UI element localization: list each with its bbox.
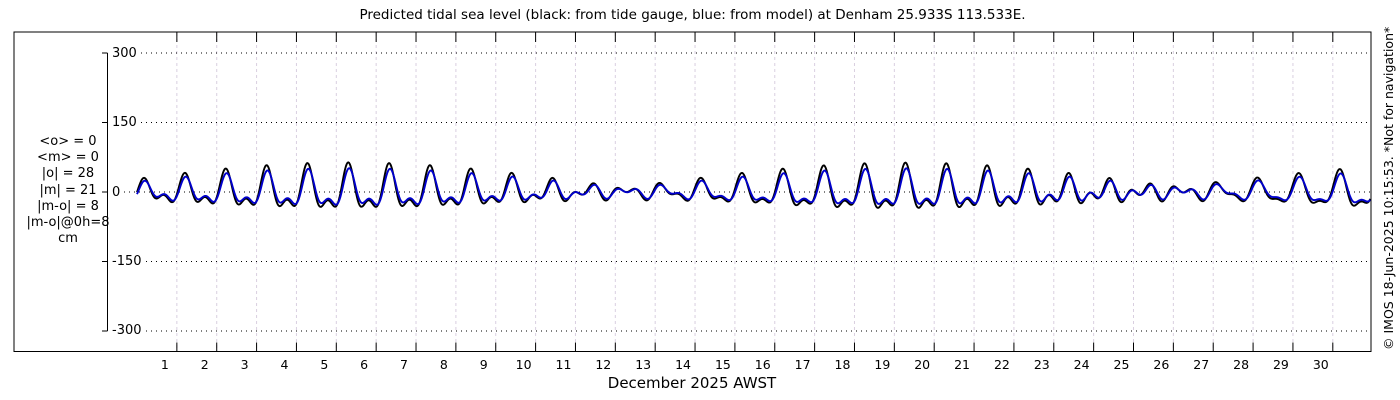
plot-frame bbox=[13, 31, 1372, 352]
x-tick-label: 30 bbox=[1312, 357, 1329, 372]
x-tick-label: 5 bbox=[320, 357, 329, 372]
stats-line: <m> = 0 bbox=[37, 150, 99, 166]
x-tick-label: 14 bbox=[675, 357, 691, 372]
x-tick-label: 28 bbox=[1233, 357, 1250, 372]
x-tick-label: 25 bbox=[1113, 357, 1130, 372]
x-tick-label: 17 bbox=[794, 357, 811, 372]
stats-block: <o> = 0 <m> = 0 |o| = 28 |m| = 21 |m-o| = 8 |… bbox=[12, 134, 124, 247]
y-tick-label: -150 bbox=[112, 253, 142, 269]
x-tick-label: 2 bbox=[200, 357, 209, 372]
x-tick-label: 11 bbox=[555, 357, 572, 372]
stats-line: |m-o| = 8 bbox=[37, 198, 99, 214]
chart-title: Predicted tidal sea level (black: from t… bbox=[359, 7, 1026, 23]
x-tick-label: 20 bbox=[914, 357, 931, 372]
x-tick-label: 21 bbox=[954, 357, 970, 372]
y-tick-label: 300 bbox=[112, 45, 137, 61]
x-tick-label: 10 bbox=[515, 357, 532, 372]
x-tick-label: 12 bbox=[595, 357, 612, 372]
x-tick-label: 27 bbox=[1193, 357, 1210, 372]
stats-line: <o> = 0 bbox=[39, 134, 97, 149]
x-tick-label: 9 bbox=[479, 357, 488, 372]
observed-series-line bbox=[136, 161, 1372, 209]
model-series-line bbox=[136, 167, 1371, 206]
x-tick-label: 13 bbox=[635, 357, 652, 372]
x-tick-label: 7 bbox=[400, 357, 408, 372]
x-tick-label: 22 bbox=[993, 357, 1010, 372]
x-tick-label: 19 bbox=[874, 357, 891, 372]
stats-line: |o| = 28 bbox=[41, 166, 95, 182]
x-tick-label: 8 bbox=[439, 357, 448, 372]
x-tick-label: 26 bbox=[1153, 357, 1170, 372]
x-tick-label: 3 bbox=[240, 357, 249, 372]
y-tick-label: -300 bbox=[112, 323, 142, 339]
x-tick-label: 6 bbox=[360, 357, 369, 372]
x-tick-label: 1 bbox=[160, 357, 169, 372]
x-tick-label: 29 bbox=[1272, 357, 1289, 372]
stats-line: |m-o|@0h=8 bbox=[26, 215, 110, 231]
stats-line: cm bbox=[58, 231, 78, 247]
x-axis-title: December 2025 AWST bbox=[607, 374, 777, 392]
y-tick-label: 0 bbox=[112, 184, 121, 200]
x-tick-label: 23 bbox=[1033, 357, 1050, 372]
x-tick-label: 16 bbox=[754, 357, 771, 372]
x-tick-label: 15 bbox=[714, 357, 731, 372]
x-tick-label: 4 bbox=[280, 357, 289, 372]
copyright-watermark: © IMOS 18-Jun-2025 10:15:53. *Not for na… bbox=[1381, 26, 1396, 350]
x-tick-label: 18 bbox=[834, 357, 851, 372]
y-tick-label: 150 bbox=[112, 115, 137, 130]
stats-line: |m| = 21 bbox=[39, 182, 97, 198]
x-tick-label: 24 bbox=[1073, 357, 1090, 372]
